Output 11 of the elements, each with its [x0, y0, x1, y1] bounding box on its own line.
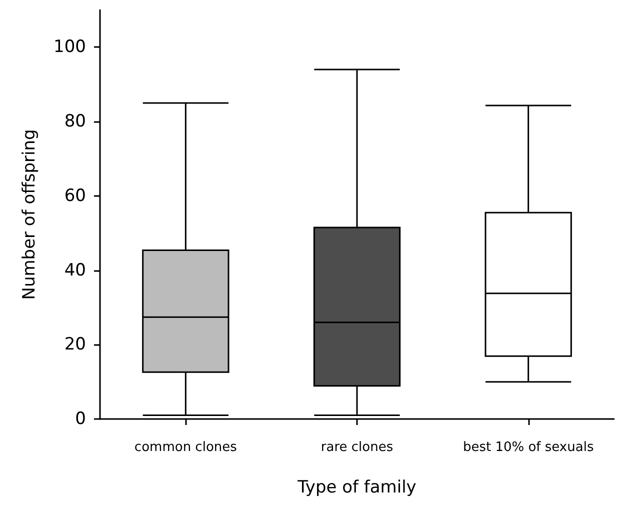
y-tick-label: 80: [64, 112, 86, 132]
y-axis-title: Number of offspring: [20, 129, 40, 300]
x-axis-title: Type of family: [296, 478, 416, 498]
y-tick-label: 0: [75, 409, 86, 429]
y-tick-label: 100: [54, 37, 86, 58]
x-tick-label: rare clones: [320, 440, 394, 455]
x-tick-label: common clones: [134, 440, 238, 455]
x-tick-label: best 10% of sexuals: [462, 440, 594, 455]
y-tick-label: 40: [64, 260, 86, 280]
y-tick-label: 20: [64, 334, 86, 355]
y-tick-label: 60: [64, 186, 86, 206]
